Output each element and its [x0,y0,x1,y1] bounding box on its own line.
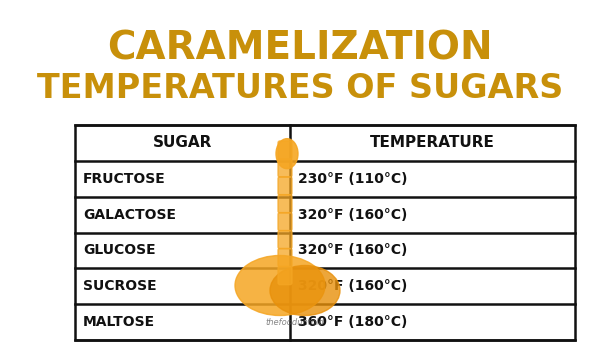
Text: thefooduntold: thefooduntold [266,317,325,327]
Text: 230°F (110°C): 230°F (110°C) [298,172,407,186]
FancyBboxPatch shape [278,212,292,231]
FancyBboxPatch shape [278,248,292,267]
FancyBboxPatch shape [278,266,292,285]
Text: CARAMELIZATION: CARAMELIZATION [107,30,493,68]
Bar [75,125,575,340]
Text: SUCROSE: SUCROSE [83,279,157,293]
Text: 320°F (160°C): 320°F (160°C) [298,208,407,222]
Ellipse shape [270,266,340,315]
Ellipse shape [235,256,325,315]
Text: GALACTOSE: GALACTOSE [83,208,176,222]
Text: TEMPERATURES OF SUGARS: TEMPERATURES OF SUGARS [37,72,563,105]
Text: TEMPERATURE: TEMPERATURE [370,135,495,150]
FancyBboxPatch shape [278,159,292,177]
Text: MALTOSE: MALTOSE [83,315,155,329]
Text: SUGAR: SUGAR [153,135,212,150]
Text: GLUCOSE: GLUCOSE [83,243,155,257]
FancyBboxPatch shape [278,231,292,249]
Text: 360°F (180°C): 360°F (180°C) [298,315,407,329]
FancyBboxPatch shape [278,195,292,213]
Ellipse shape [276,139,298,169]
FancyBboxPatch shape [278,141,292,159]
Text: 320°F (160°C): 320°F (160°C) [298,279,407,293]
FancyBboxPatch shape [278,177,292,195]
Text: FRUCTOSE: FRUCTOSE [83,172,166,186]
Text: 320°F (160°C): 320°F (160°C) [298,243,407,257]
